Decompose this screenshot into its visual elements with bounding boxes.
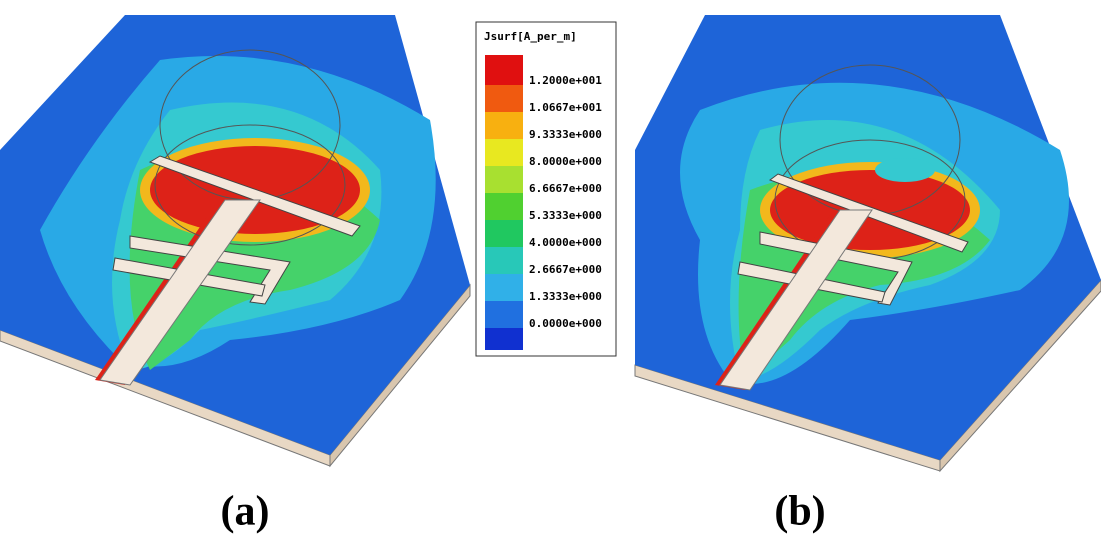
- legend-label: 2.6667e+000: [529, 263, 602, 276]
- panel-a: [0, 15, 470, 466]
- legend-swatch: [485, 112, 523, 139]
- legend-label: 9.3333e+000: [529, 128, 602, 141]
- legend-swatch: [485, 85, 523, 112]
- legend-swatch: [485, 274, 523, 301]
- panel-label: (b): [774, 489, 825, 535]
- legend-label: 8.0000e+000: [529, 155, 602, 168]
- legend-swatch: [485, 247, 523, 274]
- legend-label: 1.0667e+001: [529, 101, 602, 114]
- legend-swatch: [485, 301, 523, 328]
- legend-swatch: [485, 139, 523, 166]
- legend-swatch: [485, 193, 523, 220]
- panel-label: (a): [221, 489, 270, 535]
- legend-label: 1.2000e+001: [529, 74, 602, 87]
- legend-label: 0.0000e+000: [529, 317, 602, 330]
- legend-label: 5.3333e+000: [529, 209, 602, 222]
- legend: Jsurf[A_per_m] 1.2000e+001 1.0667e+001 9.3…: [476, 22, 616, 356]
- legend-label: 4.0000e+000: [529, 236, 602, 249]
- legend-swatch: [485, 220, 523, 247]
- legend-swatch: [485, 166, 523, 193]
- figure: Jsurf[A_per_m] 1.2000e+001 1.0667e+001 9.3…: [0, 0, 1101, 541]
- legend-swatch: [485, 55, 523, 85]
- legend-title: Jsurf[A_per_m]: [484, 30, 577, 43]
- legend-label: 1.3333e+000: [529, 290, 602, 303]
- page: {"legend": {"title": "Jsurf[A_per_m]", "…: [0, 0, 1101, 541]
- body: Jsurf[A_per_m] 1.2000e+001 1.0667e+001 9.3…: [0, 0, 1101, 541]
- current-region: [875, 158, 935, 182]
- legend-swatch: [485, 328, 523, 350]
- legend-label: 6.6667e+000: [529, 182, 602, 195]
- panel-b: [635, 15, 1101, 471]
